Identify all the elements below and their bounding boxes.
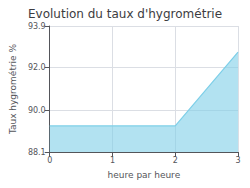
svg-text:90.0: 90.0	[28, 106, 46, 115]
svg-text:93.9: 93.9	[28, 22, 46, 31]
svg-text:Evolution du taux d'hygrométri: Evolution du taux d'hygrométrie	[28, 7, 222, 21]
svg-text:0: 0	[47, 156, 52, 165]
svg-text:heure par heure: heure par heure	[108, 170, 181, 180]
svg-text:1: 1	[110, 156, 115, 165]
svg-text:2: 2	[173, 156, 178, 165]
svg-text:88.1: 88.1	[28, 148, 46, 157]
svg-text:Taux hygrométrie %: Taux hygrométrie %	[8, 43, 18, 135]
svg-text:3: 3	[235, 156, 240, 165]
svg-text:92.0: 92.0	[28, 63, 46, 72]
